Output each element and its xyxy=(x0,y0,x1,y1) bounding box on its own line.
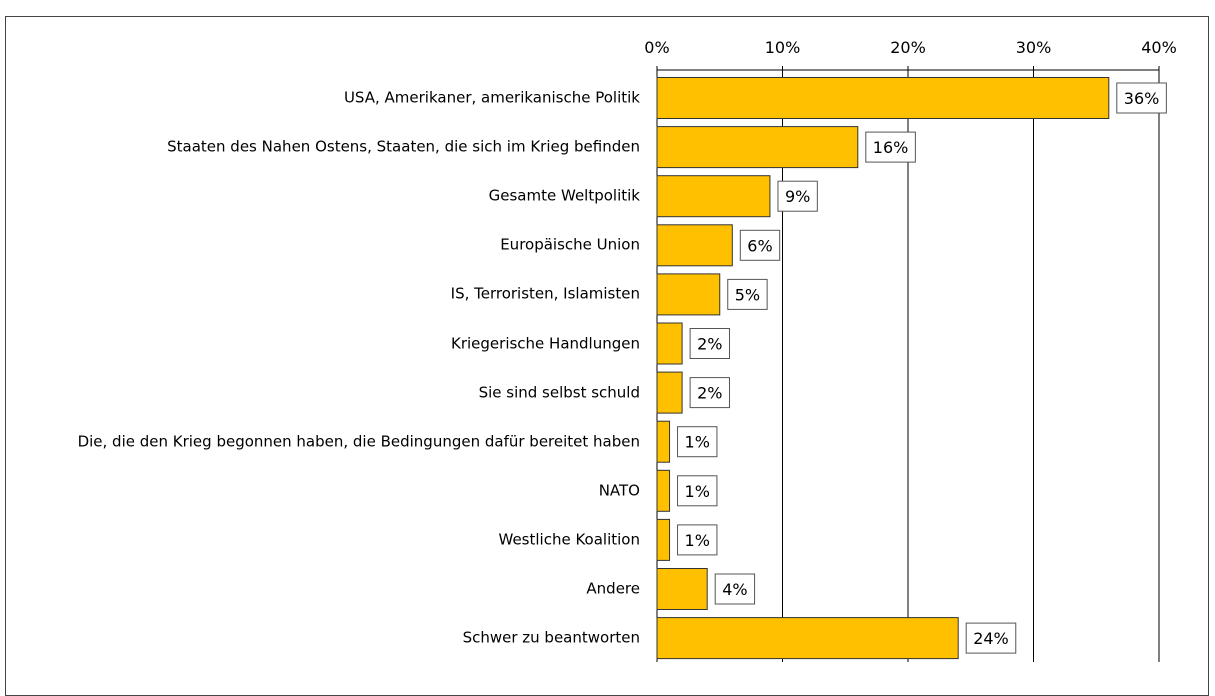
bar xyxy=(656,273,721,316)
category-text: Gesamte Weltpolitik xyxy=(488,186,640,205)
value-label: 2% xyxy=(697,384,722,403)
category-label: Schwer zu beantworten xyxy=(20,629,640,648)
x-tick-label: 40% xyxy=(1141,38,1177,57)
value-label-box xyxy=(777,180,818,212)
bar xyxy=(656,568,708,610)
grid xyxy=(656,70,1160,662)
category-label: Sie sind selbst schuld xyxy=(20,383,640,402)
bar xyxy=(656,126,859,169)
category-label: Staaten des Nahen Ostens, Staaten, die s… xyxy=(20,138,640,157)
x-tick-label: 0% xyxy=(644,38,669,57)
bar xyxy=(656,224,733,267)
x-tick-label: 20% xyxy=(890,38,926,57)
bar xyxy=(656,617,959,660)
category-text: Westliche Koalition xyxy=(498,530,641,549)
category-label: Kriegerische Handlungen xyxy=(20,334,640,353)
value-label-box xyxy=(689,377,730,409)
value-label: 36% xyxy=(1124,89,1160,108)
value-label-box xyxy=(965,622,1017,654)
bar xyxy=(656,175,771,218)
value-label: 6% xyxy=(747,236,772,255)
category-text: IS, Terroristen, Islamisten xyxy=(450,284,640,303)
category-label: USA, Amerikaner, amerikanische Politik xyxy=(20,89,640,108)
category-text: USA, Amerikaner, amerikanische Politik xyxy=(343,88,640,107)
bar xyxy=(656,371,683,414)
value-label-box xyxy=(739,229,781,261)
value-label-box xyxy=(714,573,756,605)
value-label: 5% xyxy=(735,285,760,304)
value-label: 1% xyxy=(685,433,710,452)
category-text: Kriegerische Handlungen xyxy=(451,334,640,352)
category-label: Europäische Union xyxy=(20,236,640,255)
value-label: 2% xyxy=(697,335,722,354)
category-text: Sie sind selbst schuld xyxy=(478,383,640,402)
category-text: Europäische Union xyxy=(500,235,640,254)
x-tick-label: 30% xyxy=(1016,38,1052,57)
category-text: Staaten des Nahen Ostens, Staaten, die s… xyxy=(167,137,640,156)
value-label-box xyxy=(677,524,718,556)
value-label-box xyxy=(1116,82,1167,114)
category-label: NATO xyxy=(20,481,640,500)
value-label-box xyxy=(865,131,916,163)
bar xyxy=(656,420,671,463)
value-label-box xyxy=(677,426,718,458)
value-label-box xyxy=(727,278,768,310)
category-label: Gesamte Weltpolitik xyxy=(20,187,640,206)
bar xyxy=(656,469,671,512)
category-label: Westliche Koalition xyxy=(20,530,641,549)
value-label: 16% xyxy=(873,138,909,157)
category-text: NATO xyxy=(598,481,640,500)
value-label: 4% xyxy=(722,580,747,599)
bar xyxy=(656,518,671,561)
category-label: IS, Terroristen, Islamisten xyxy=(20,285,640,304)
x-tick-label: 10% xyxy=(765,38,801,57)
value-label: 24% xyxy=(973,629,1009,648)
category-text: Andere xyxy=(586,579,640,598)
value-label: 9% xyxy=(785,187,810,206)
category-label: Andere xyxy=(20,580,640,599)
value-label: 1% xyxy=(685,531,710,550)
bar xyxy=(656,77,1110,119)
category-text: Die, die den Krieg begonnen haben, die B… xyxy=(77,432,640,451)
value-label-box xyxy=(689,328,730,359)
bar xyxy=(656,322,683,365)
value-label: 1% xyxy=(685,482,710,501)
value-label-box xyxy=(677,475,718,507)
category-text: Schwer zu beantworten xyxy=(462,628,640,647)
category-label: Die, die den Krieg begonnen haben, die B… xyxy=(20,432,640,451)
